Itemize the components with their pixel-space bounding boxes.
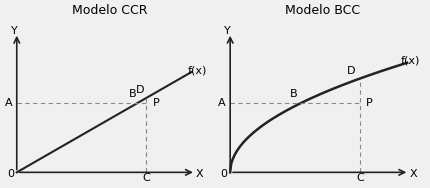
Text: B: B (289, 89, 297, 99)
Text: C: C (355, 173, 363, 183)
Text: P: P (152, 99, 159, 108)
Text: Y: Y (11, 26, 17, 36)
Text: A: A (218, 99, 225, 108)
Text: C: C (142, 173, 150, 183)
Text: A: A (5, 99, 12, 108)
Text: D: D (136, 85, 144, 95)
Text: X: X (196, 169, 203, 179)
Text: 0: 0 (7, 169, 14, 179)
Text: B: B (129, 89, 136, 99)
Text: f(x): f(x) (400, 55, 419, 65)
Text: P: P (365, 99, 372, 108)
Text: X: X (408, 169, 416, 179)
Text: Y: Y (224, 26, 230, 36)
Title: Modelo CCR: Modelo CCR (71, 4, 147, 17)
Title: Modelo BCC: Modelo BCC (285, 4, 359, 17)
Text: f(x): f(x) (187, 65, 206, 75)
Text: D: D (347, 66, 355, 76)
Text: 0: 0 (220, 169, 227, 179)
